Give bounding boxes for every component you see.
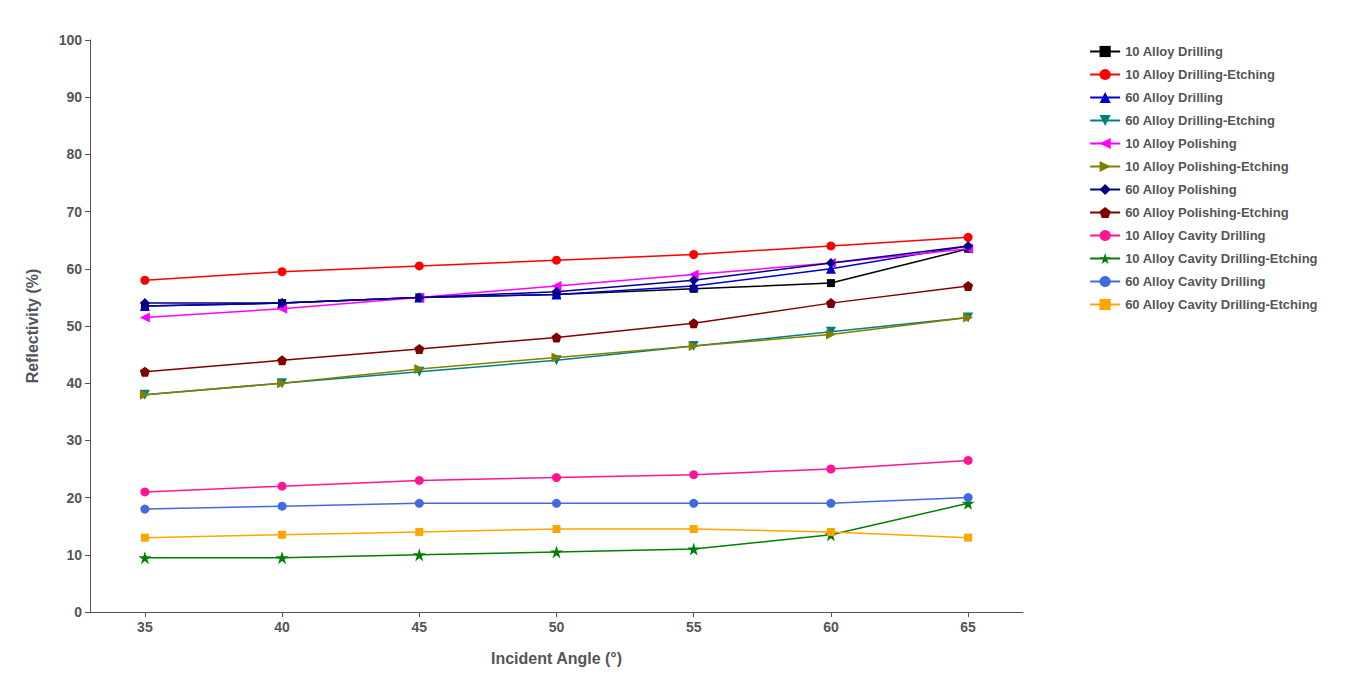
svg-text:10 Alloy Cavity Drilling: 10 Alloy Cavity Drilling [1125,228,1265,243]
svg-text:45: 45 [412,619,428,635]
svg-text:10 Alloy Cavity Drilling-Etchi: 10 Alloy Cavity Drilling-Etching [1125,251,1317,266]
svg-text:100: 100 [59,32,83,48]
svg-text:35: 35 [137,619,153,635]
svg-text:30: 30 [66,432,82,448]
svg-text:0: 0 [74,604,82,620]
svg-text:60 Alloy Polishing-Etching: 60 Alloy Polishing-Etching [1125,205,1289,220]
svg-text:70: 70 [66,204,82,220]
svg-text:60 Alloy Drilling: 60 Alloy Drilling [1125,90,1223,105]
svg-text:60 Alloy Cavity Drilling: 60 Alloy Cavity Drilling [1125,274,1265,289]
svg-text:60 Alloy Drilling-Etching: 60 Alloy Drilling-Etching [1125,113,1275,128]
svg-text:10 Alloy Polishing-Etching: 10 Alloy Polishing-Etching [1125,159,1289,174]
svg-text:55: 55 [686,619,702,635]
svg-text:20: 20 [66,490,82,506]
svg-text:80: 80 [66,146,82,162]
svg-text:50: 50 [66,318,82,334]
svg-text:Incident Angle (°): Incident Angle (°) [491,650,622,667]
svg-text:50: 50 [549,619,565,635]
svg-text:Reflectivity (%): Reflectivity (%) [24,269,41,384]
svg-text:10 Alloy Drilling: 10 Alloy Drilling [1125,44,1223,59]
svg-text:90: 90 [66,89,82,105]
svg-text:60 Alloy Polishing: 60 Alloy Polishing [1125,182,1237,197]
svg-text:60: 60 [66,261,82,277]
svg-text:60 Alloy Cavity Drilling-Etchi: 60 Alloy Cavity Drilling-Etching [1125,297,1317,312]
svg-text:60: 60 [823,619,839,635]
svg-text:40: 40 [66,375,82,391]
svg-text:65: 65 [960,619,976,635]
svg-text:10 Alloy Polishing: 10 Alloy Polishing [1125,136,1237,151]
svg-text:10: 10 [66,547,82,563]
svg-text:10 Alloy Drilling-Etching: 10 Alloy Drilling-Etching [1125,67,1275,82]
svg-text:40: 40 [274,619,290,635]
